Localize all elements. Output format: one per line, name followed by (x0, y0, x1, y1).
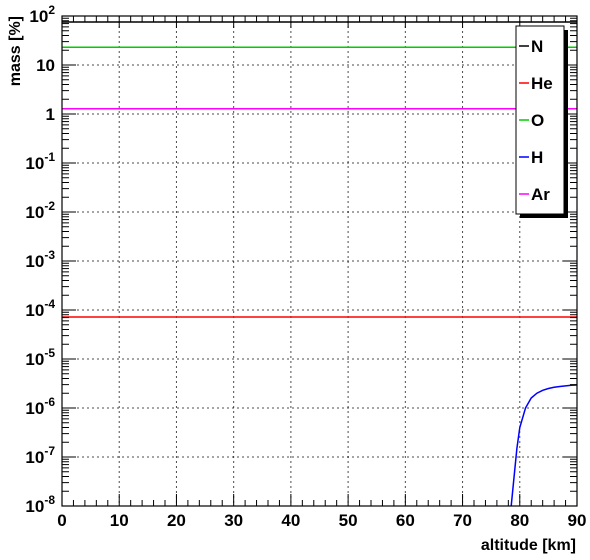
series-lines (62, 21, 578, 507)
series-line-h (510, 384, 578, 507)
x-tick-label: 60 (396, 511, 415, 530)
y-tick-label: 10-5 (25, 346, 55, 369)
grid (62, 16, 577, 506)
y-tick-label: 10-1 (25, 150, 55, 173)
legend-label-o: O (531, 111, 544, 130)
x-tick-label: 30 (224, 511, 243, 530)
x-tick-label: 40 (281, 511, 300, 530)
y-tick-label: 102 (29, 3, 55, 26)
x-tick-label: 90 (568, 511, 587, 530)
legend-label-h: H (531, 148, 543, 167)
x-tick-label: 70 (453, 511, 472, 530)
tick-labels: 0 10 20 30 40 50 60 70 80 90 10-8 10-7 10-6 10-5 10-4 1… (25, 3, 586, 530)
legend-label-n: N (531, 37, 543, 56)
plot-frame (61, 15, 578, 507)
legend-label-he: He (531, 74, 553, 93)
x-axis-label: altitude [km] (481, 537, 576, 554)
y-axis-label: mass [%] (7, 16, 24, 86)
x-tick-label: 0 (57, 511, 66, 530)
legend-label-ar: Ar (531, 185, 550, 204)
y-tick-label: 10-4 (25, 297, 55, 320)
x-tick-label: 80 (510, 511, 529, 530)
legend-shadow-bottom (520, 214, 568, 218)
x-tick-label: 50 (339, 511, 358, 530)
axis-ticks (61, 15, 578, 507)
x-tick-label: 10 (110, 511, 129, 530)
legend-shadow (564, 30, 568, 218)
y-tick-label: 10-6 (25, 395, 55, 418)
x-tick-label: 20 (167, 511, 186, 530)
y-tick-label: 10-7 (25, 444, 55, 467)
y-tick-label: 10-2 (25, 199, 55, 222)
y-tick-label: 10 (36, 56, 55, 75)
y-tick-label: 10-8 (25, 493, 55, 516)
legend: N He OH Ar (515, 25, 568, 218)
y-tick-label: 1 (46, 105, 55, 124)
y-tick-label: 10-3 (25, 248, 55, 271)
